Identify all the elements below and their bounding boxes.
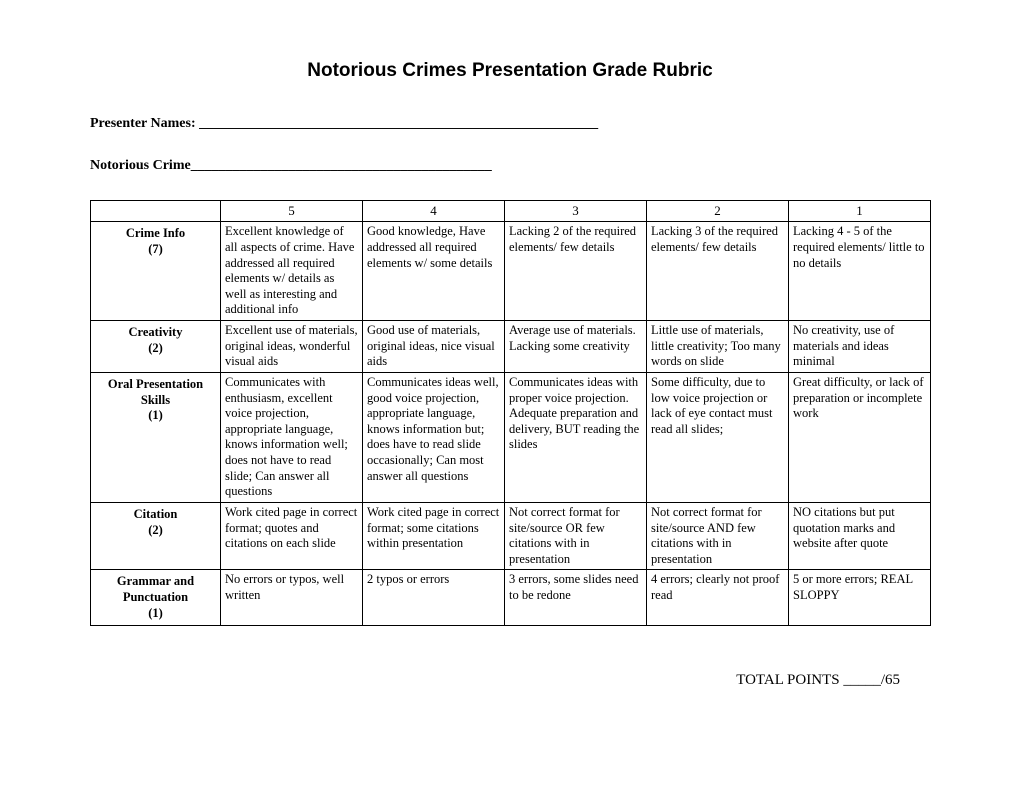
cell: Excellent use of materials, original ide… [221,321,363,373]
row-label-crime-info: Crime Info (7) [91,222,221,321]
total-points: TOTAL POINTS _____/65 [90,672,930,689]
score-header-5: 5 [221,201,363,222]
cell: Good use of materials, original ideas, n… [363,321,505,373]
row-label-grammar: Grammar and Punctuation (1) [91,570,221,626]
row-weight: (1) [148,606,163,620]
row-label-oral: Oral Presentation Skills (1) [91,372,221,502]
cell: No errors or typos, well written [221,570,363,626]
page-title: Notorious Crimes Presentation Grade Rubr… [90,60,930,82]
cell: Lacking 4 - 5 of the required elements/ … [789,222,931,321]
cell: Work cited page in correct format; some … [363,502,505,570]
rubric-table: 5 4 3 2 1 Crime Info (7) Excellent knowl… [90,200,931,626]
cell: 2 typos or errors [363,570,505,626]
cell: 4 errors; clearly not proof read [647,570,789,626]
table-row: Oral Presentation Skills (1) Communicate… [91,372,931,502]
table-row: Citation (2) Work cited page in correct … [91,502,931,570]
cell: 5 or more errors; REAL SLOPPY [789,570,931,626]
cell: Communicates ideas well, good voice proj… [363,372,505,502]
cell: No creativity, use of materials and idea… [789,321,931,373]
table-row: Grammar and Punctuation (1) No errors or… [91,570,931,626]
cell: Great difficulty, or lack of preparation… [789,372,931,502]
cell: Lacking 3 of the required elements/ few … [647,222,789,321]
cell: Work cited page in correct format; quote… [221,502,363,570]
cell: Lacking 2 of the required elements/ few … [505,222,647,321]
row-label-text: Citation [134,507,178,521]
row-label-text: Creativity [129,325,183,339]
cell: Little use of materials, little creativi… [647,321,789,373]
header-empty [91,201,221,222]
row-label-citation: Citation (2) [91,502,221,570]
row-label-text: Crime Info [126,226,185,240]
row-label-text: Oral Presentation Skills [108,377,203,407]
cell: Some difficulty, due to low voice projec… [647,372,789,502]
score-header-4: 4 [363,201,505,222]
cell: Not correct format for site/source AND f… [647,502,789,570]
score-header-2: 2 [647,201,789,222]
cell: Average use of materials. Lacking some c… [505,321,647,373]
presenter-names-field: Presenter Names: _______________________… [90,116,930,132]
notorious-crime-field: Notorious Crime_________________________… [90,158,930,174]
score-header-3: 3 [505,201,647,222]
cell: Communicates ideas with proper voice pro… [505,372,647,502]
row-weight: (1) [148,408,163,422]
cell: Communicates with enthusiasm, excellent … [221,372,363,502]
row-label-text: Grammar and Punctuation [117,574,194,604]
table-row: Crime Info (7) Excellent knowledge of al… [91,222,931,321]
cell: Good knowledge, Have addressed all requi… [363,222,505,321]
row-weight: (2) [148,523,163,537]
score-header-row: 5 4 3 2 1 [91,201,931,222]
row-label-creativity: Creativity (2) [91,321,221,373]
row-weight: (7) [148,242,163,256]
score-header-1: 1 [789,201,931,222]
cell: NO citations but put quotation marks and… [789,502,931,570]
cell: Excellent knowledge of all aspects of cr… [221,222,363,321]
row-weight: (2) [148,341,163,355]
cell: Not correct format for site/source OR fe… [505,502,647,570]
table-row: Creativity (2) Excellent use of material… [91,321,931,373]
cell: 3 errors, some slides need to be redone [505,570,647,626]
